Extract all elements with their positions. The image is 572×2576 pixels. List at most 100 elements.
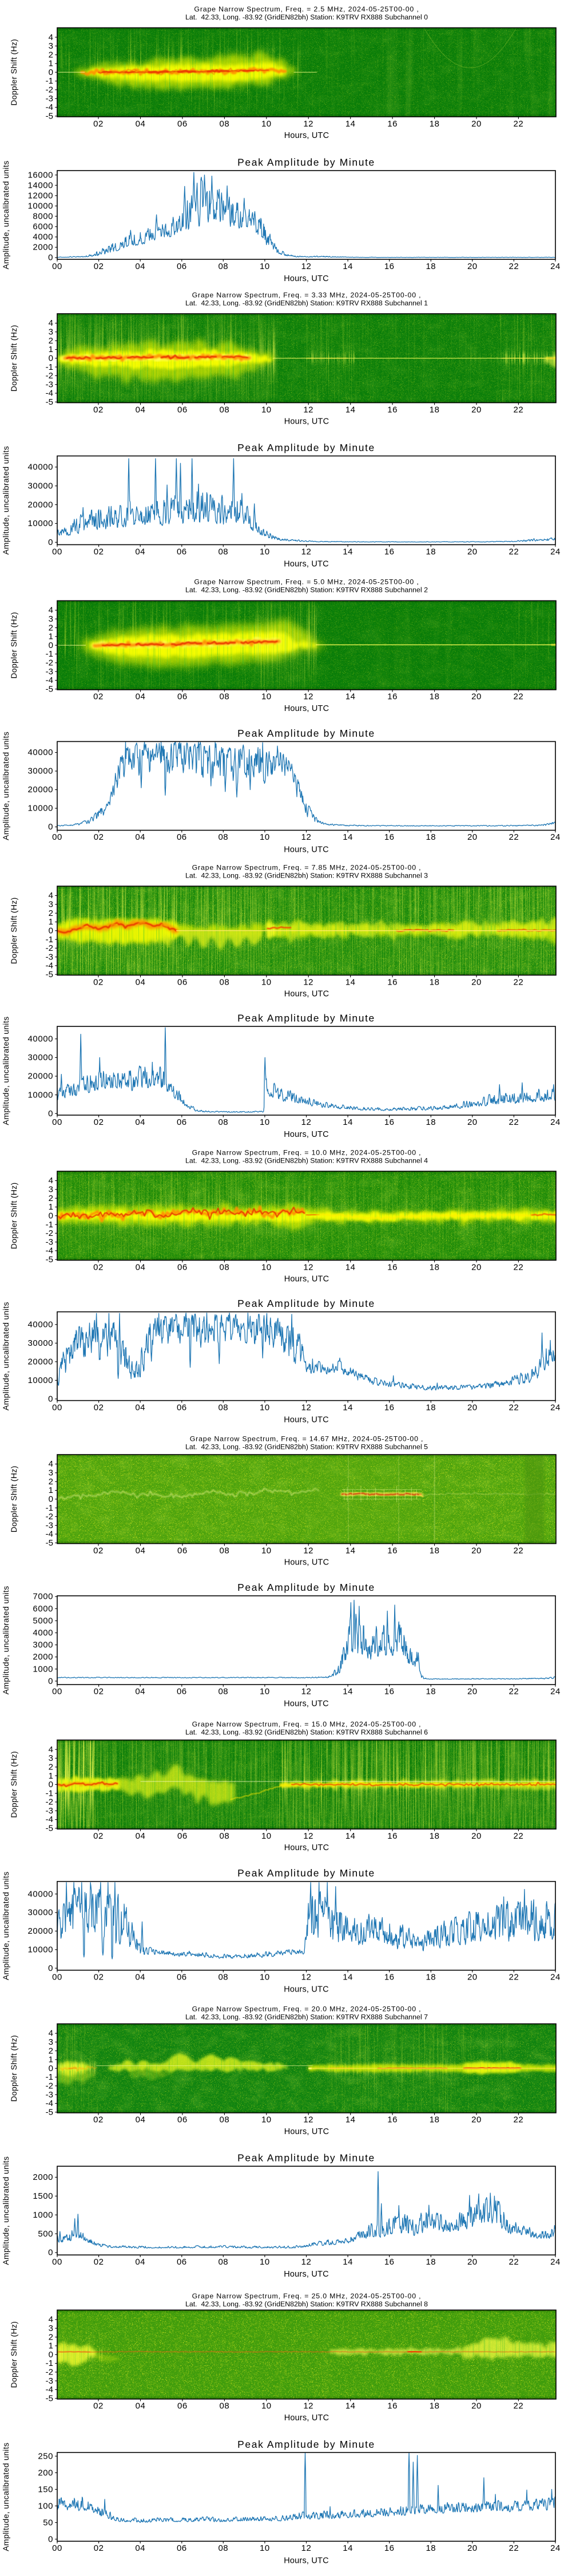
svg-text:100: 100 xyxy=(38,2501,53,2511)
svg-text:-1: -1 xyxy=(46,2072,53,2082)
svg-text:04: 04 xyxy=(135,2543,145,2553)
svg-text:08: 08 xyxy=(220,1831,230,1841)
svg-text:18: 18 xyxy=(426,1117,436,1127)
svg-text:02: 02 xyxy=(93,1831,104,1841)
svg-text:3: 3 xyxy=(49,41,53,51)
svg-text:12: 12 xyxy=(301,1402,312,1412)
svg-text:Hours, UTC: Hours, UTC xyxy=(284,2413,329,2423)
svg-text:16: 16 xyxy=(387,1831,398,1841)
svg-text:Lat. 42.33, Long. -83.92 (Gri: Lat. 42.33, Long. -83.92 (GridEN82bh) St… xyxy=(185,586,428,594)
svg-text:1: 1 xyxy=(49,59,53,69)
svg-text:Amplitude, uncalibrated units: Amplitude, uncalibrated units xyxy=(1,161,10,270)
svg-text:00: 00 xyxy=(52,1687,62,1697)
svg-text:20: 20 xyxy=(471,1831,482,1841)
svg-text:10: 10 xyxy=(261,977,272,987)
svg-text:22: 22 xyxy=(514,1546,524,1555)
svg-text:08: 08 xyxy=(218,262,228,271)
svg-text:Lat. 42.33, Long. -83.92 (Gri: Lat. 42.33, Long. -83.92 (GridEN82bh) St… xyxy=(185,1443,428,1451)
svg-text:30000: 30000 xyxy=(28,1338,53,1348)
svg-text:Lat. 42.33, Long. -83.92 (Gri: Lat. 42.33, Long. -83.92 (GridEN82bh) St… xyxy=(185,2300,428,2308)
svg-text:-1: -1 xyxy=(46,1788,53,1798)
svg-text:20: 20 xyxy=(471,119,482,129)
svg-text:Peak Amplitude by Minute: Peak Amplitude by Minute xyxy=(237,157,375,168)
svg-text:1: 1 xyxy=(49,1771,53,1781)
svg-text:08: 08 xyxy=(218,1687,228,1697)
svg-text:Hours, UTC: Hours, UTC xyxy=(284,1275,329,1284)
svg-text:30000: 30000 xyxy=(28,481,53,491)
svg-text:04: 04 xyxy=(136,1262,146,1272)
svg-text:16000: 16000 xyxy=(28,170,53,180)
svg-text:10: 10 xyxy=(260,2257,270,2267)
svg-text:22: 22 xyxy=(509,1402,519,1412)
svg-text:2: 2 xyxy=(49,2046,53,2056)
svg-text:-2: -2 xyxy=(46,943,53,953)
svg-text:4: 4 xyxy=(49,2315,53,2325)
svg-text:06: 06 xyxy=(177,692,188,702)
svg-text:12: 12 xyxy=(303,119,313,129)
svg-text:12000: 12000 xyxy=(28,191,53,201)
svg-text:14: 14 xyxy=(345,119,356,129)
svg-text:Hours, UTC: Hours, UTC xyxy=(284,2270,329,2279)
svg-text:Hours, UTC: Hours, UTC xyxy=(284,1130,329,1139)
svg-text:12: 12 xyxy=(303,1831,313,1841)
svg-text:00: 00 xyxy=(52,1117,62,1127)
svg-text:12: 12 xyxy=(301,2257,312,2267)
svg-text:02: 02 xyxy=(94,547,104,556)
svg-text:24: 24 xyxy=(550,547,561,556)
svg-text:22: 22 xyxy=(509,1687,519,1697)
svg-text:1: 1 xyxy=(49,345,53,354)
svg-text:22: 22 xyxy=(509,2257,519,2267)
svg-text:16: 16 xyxy=(387,977,398,987)
svg-text:00: 00 xyxy=(52,2543,62,2553)
svg-text:-2: -2 xyxy=(46,1228,53,1238)
svg-text:20000: 20000 xyxy=(28,1072,53,1081)
svg-text:06: 06 xyxy=(177,262,187,271)
svg-text:06: 06 xyxy=(177,2401,188,2411)
svg-text:06: 06 xyxy=(177,1262,188,1272)
svg-text:02: 02 xyxy=(94,1687,104,1697)
svg-text:20: 20 xyxy=(467,1687,478,1697)
svg-text:2: 2 xyxy=(49,1477,53,1487)
svg-text:04: 04 xyxy=(136,2115,146,2125)
svg-text:24: 24 xyxy=(550,1402,561,1412)
svg-text:Amplitude, uncalibrated units: Amplitude, uncalibrated units xyxy=(1,446,10,555)
svg-text:4000: 4000 xyxy=(33,232,53,242)
svg-text:08: 08 xyxy=(220,2115,230,2125)
svg-text:2000: 2000 xyxy=(33,2172,53,2182)
svg-text:-5: -5 xyxy=(46,111,53,121)
svg-text:Lat. 42.33, Long. -83.92 (Gri: Lat. 42.33, Long. -83.92 (GridEN82bh) St… xyxy=(185,13,428,21)
svg-text:20: 20 xyxy=(467,2257,478,2267)
svg-text:18: 18 xyxy=(430,405,440,414)
svg-text:-1: -1 xyxy=(46,2358,53,2368)
svg-text:00: 00 xyxy=(52,832,62,842)
svg-text:-3: -3 xyxy=(46,1806,53,1816)
svg-text:14: 14 xyxy=(345,1262,356,1272)
svg-text:10: 10 xyxy=(261,119,272,129)
svg-text:10000: 10000 xyxy=(28,804,53,813)
svg-text:-5: -5 xyxy=(46,684,53,694)
svg-text:4: 4 xyxy=(49,1745,53,1755)
svg-text:00: 00 xyxy=(52,1402,62,1412)
svg-text:10000: 10000 xyxy=(28,1090,53,1100)
svg-text:18: 18 xyxy=(430,1831,440,1841)
svg-text:20: 20 xyxy=(467,1973,478,1982)
svg-text:22: 22 xyxy=(509,1117,519,1127)
svg-text:Lat. 42.33, Long. -83.92 (Gri: Lat. 42.33, Long. -83.92 (GridEN82bh) St… xyxy=(185,2013,428,2021)
svg-text:14: 14 xyxy=(345,977,356,987)
svg-text:12: 12 xyxy=(303,977,313,987)
svg-text:08: 08 xyxy=(220,1546,230,1555)
svg-text:8000: 8000 xyxy=(33,212,53,222)
svg-text:18: 18 xyxy=(426,832,436,842)
svg-text:02: 02 xyxy=(94,1402,104,1412)
svg-text:04: 04 xyxy=(136,119,146,129)
svg-text:06: 06 xyxy=(177,1831,188,1841)
svg-text:Hours, UTC: Hours, UTC xyxy=(284,704,329,713)
svg-text:-2: -2 xyxy=(46,2081,53,2091)
svg-text:-1: -1 xyxy=(46,1503,53,1513)
svg-text:20000: 20000 xyxy=(28,1926,53,1936)
svg-text:20: 20 xyxy=(467,1402,478,1412)
svg-text:10: 10 xyxy=(260,1402,270,1412)
svg-text:14: 14 xyxy=(345,692,356,702)
svg-text:3: 3 xyxy=(49,614,53,624)
svg-text:20: 20 xyxy=(467,1117,478,1127)
